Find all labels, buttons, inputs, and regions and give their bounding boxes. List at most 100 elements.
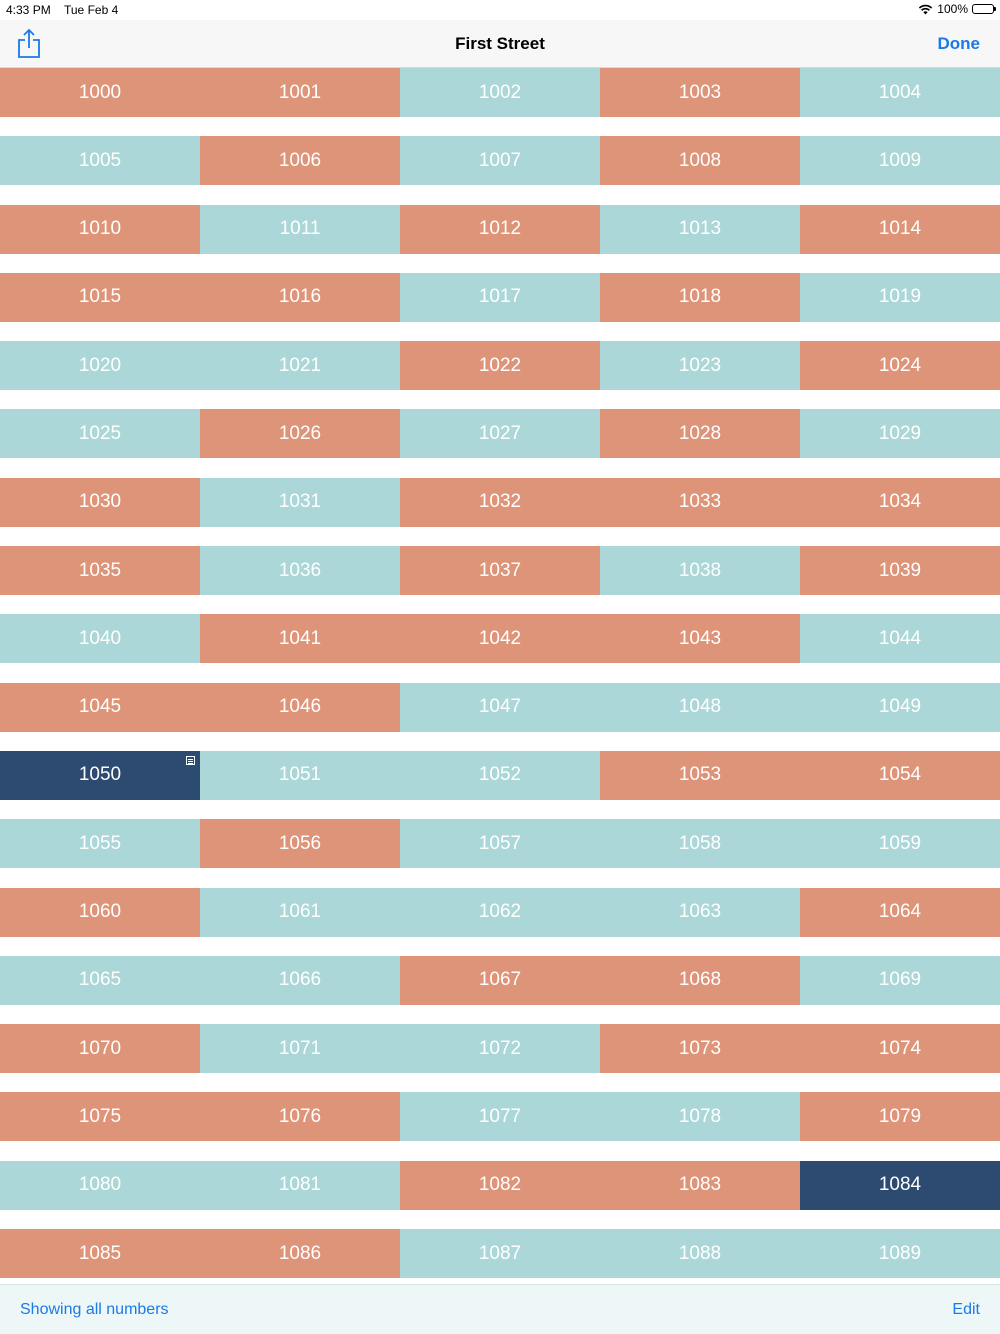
house-number-cell[interactable]: 1049 bbox=[800, 682, 1000, 732]
house-number-cell[interactable]: 1086 bbox=[200, 1229, 400, 1279]
house-number-cell[interactable]: 1071 bbox=[200, 1024, 400, 1074]
house-number-cell[interactable]: 1029 bbox=[800, 409, 1000, 459]
house-number-cell[interactable]: 1077 bbox=[400, 1092, 600, 1142]
status-right: 100% bbox=[918, 2, 996, 16]
house-number-cell[interactable]: 1055 bbox=[0, 819, 200, 869]
house-number-cell[interactable]: 1074 bbox=[800, 1024, 1000, 1074]
house-number-cell[interactable]: 1017 bbox=[400, 272, 600, 322]
house-number-cell[interactable]: 1033 bbox=[600, 477, 800, 527]
house-number-cell[interactable]: 1035 bbox=[0, 546, 200, 596]
house-number-cell[interactable]: 1073 bbox=[600, 1024, 800, 1074]
house-number-cell[interactable]: 1064 bbox=[800, 887, 1000, 937]
house-number-cell[interactable]: 1013 bbox=[600, 204, 800, 254]
house-number-cell[interactable]: 1039 bbox=[800, 546, 1000, 596]
house-number-cell[interactable]: 1012 bbox=[400, 204, 600, 254]
share-icon[interactable] bbox=[16, 28, 42, 60]
house-number-cell[interactable]: 1059 bbox=[800, 819, 1000, 869]
house-number-cell[interactable]: 1072 bbox=[400, 1024, 600, 1074]
house-number-cell[interactable]: 1087 bbox=[400, 1229, 600, 1279]
house-number-cell[interactable]: 1056 bbox=[200, 819, 400, 869]
house-number-cell[interactable]: 1079 bbox=[800, 1092, 1000, 1142]
house-number-cell[interactable]: 1047 bbox=[400, 682, 600, 732]
house-number-label: 1034 bbox=[878, 491, 922, 513]
grid-row: 1025 1026 1027 1028 1029 bbox=[0, 409, 1000, 459]
house-number-cell[interactable]: 1085 bbox=[0, 1229, 200, 1279]
house-number-cell[interactable]: 1069 bbox=[800, 955, 1000, 1005]
house-number-cell[interactable]: 1000 bbox=[0, 68, 200, 117]
house-number-cell[interactable]: 1082 bbox=[400, 1160, 600, 1210]
house-number-label: 1001 bbox=[278, 81, 322, 103]
house-number-cell[interactable]: 1050 bbox=[0, 750, 200, 800]
house-number-cell[interactable]: 1009 bbox=[800, 136, 1000, 186]
house-number-cell[interactable]: 1080 bbox=[0, 1160, 200, 1210]
house-number-cell[interactable]: 1084 bbox=[800, 1160, 1000, 1210]
house-number-cell[interactable]: 1003 bbox=[600, 68, 800, 117]
house-number-cell[interactable]: 1015 bbox=[0, 272, 200, 322]
house-number-cell[interactable]: 1038 bbox=[600, 546, 800, 596]
house-number-cell[interactable]: 1083 bbox=[600, 1160, 800, 1210]
house-number-cell[interactable]: 1007 bbox=[400, 136, 600, 186]
house-number-cell[interactable]: 1005 bbox=[0, 136, 200, 186]
house-number-cell[interactable]: 1060 bbox=[0, 887, 200, 937]
house-number-cell[interactable]: 1023 bbox=[600, 341, 800, 391]
house-number-cell[interactable]: 1010 bbox=[0, 204, 200, 254]
house-number-cell[interactable]: 1041 bbox=[200, 614, 400, 664]
house-number-cell[interactable]: 1001 bbox=[200, 68, 400, 117]
house-number-cell[interactable]: 1075 bbox=[0, 1092, 200, 1142]
house-number-cell[interactable]: 1025 bbox=[0, 409, 200, 459]
house-number-cell[interactable]: 1063 bbox=[600, 887, 800, 937]
edit-button[interactable]: Edit bbox=[952, 1301, 980, 1318]
house-number-cell[interactable]: 1020 bbox=[0, 341, 200, 391]
house-number-cell[interactable]: 1026 bbox=[200, 409, 400, 459]
house-number-cell[interactable]: 1053 bbox=[600, 750, 800, 800]
house-number-cell[interactable]: 1014 bbox=[800, 204, 1000, 254]
house-number-cell[interactable]: 1065 bbox=[0, 955, 200, 1005]
house-number-cell[interactable]: 1034 bbox=[800, 477, 1000, 527]
house-number-cell[interactable]: 1019 bbox=[800, 272, 1000, 322]
house-number-cell[interactable]: 1018 bbox=[600, 272, 800, 322]
house-number-cell[interactable]: 1028 bbox=[600, 409, 800, 459]
house-number-cell[interactable]: 1040 bbox=[0, 614, 200, 664]
house-number-cell[interactable]: 1076 bbox=[200, 1092, 400, 1142]
house-number-cell[interactable]: 1081 bbox=[200, 1160, 400, 1210]
house-number-cell[interactable]: 1011 bbox=[200, 204, 400, 254]
house-number-cell[interactable]: 1031 bbox=[200, 477, 400, 527]
house-number-cell[interactable]: 1066 bbox=[200, 955, 400, 1005]
house-number-cell[interactable]: 1036 bbox=[200, 546, 400, 596]
house-number-cell[interactable]: 1046 bbox=[200, 682, 400, 732]
house-number-cell[interactable]: 1002 bbox=[400, 68, 600, 117]
house-number-cell[interactable]: 1068 bbox=[600, 955, 800, 1005]
house-number-cell[interactable]: 1088 bbox=[600, 1229, 800, 1279]
house-number-cell[interactable]: 1006 bbox=[200, 136, 400, 186]
house-number-cell[interactable]: 1032 bbox=[400, 477, 600, 527]
house-number-cell[interactable]: 1016 bbox=[200, 272, 400, 322]
house-number-cell[interactable]: 1061 bbox=[200, 887, 400, 937]
house-number-cell[interactable]: 1048 bbox=[600, 682, 800, 732]
house-number-cell[interactable]: 1057 bbox=[400, 819, 600, 869]
filter-button[interactable]: Showing all numbers bbox=[20, 1301, 169, 1318]
house-number-cell[interactable]: 1044 bbox=[800, 614, 1000, 664]
house-number-label: 1015 bbox=[78, 286, 122, 308]
house-number-cell[interactable]: 1022 bbox=[400, 341, 600, 391]
house-number-cell[interactable]: 1043 bbox=[600, 614, 800, 664]
house-number-cell[interactable]: 1024 bbox=[800, 341, 1000, 391]
house-number-cell[interactable]: 1052 bbox=[400, 750, 600, 800]
house-number-cell[interactable]: 1089 bbox=[800, 1229, 1000, 1279]
house-number-cell[interactable]: 1067 bbox=[400, 955, 600, 1005]
house-number-cell[interactable]: 1004 bbox=[800, 68, 1000, 117]
house-number-cell[interactable]: 1062 bbox=[400, 887, 600, 937]
house-number-cell[interactable]: 1042 bbox=[400, 614, 600, 664]
house-number-cell[interactable]: 1008 bbox=[600, 136, 800, 186]
house-number-cell[interactable]: 1030 bbox=[0, 477, 200, 527]
house-number-cell[interactable]: 1054 bbox=[800, 750, 1000, 800]
house-number-cell[interactable]: 1070 bbox=[0, 1024, 200, 1074]
house-number-label: 1017 bbox=[478, 286, 522, 308]
house-number-cell[interactable]: 1051 bbox=[200, 750, 400, 800]
house-number-cell[interactable]: 1021 bbox=[200, 341, 400, 391]
house-number-cell[interactable]: 1037 bbox=[400, 546, 600, 596]
house-number-cell[interactable]: 1045 bbox=[0, 682, 200, 732]
done-button[interactable]: Done bbox=[937, 34, 981, 53]
house-number-cell[interactable]: 1078 bbox=[600, 1092, 800, 1142]
house-number-cell[interactable]: 1027 bbox=[400, 409, 600, 459]
house-number-cell[interactable]: 1058 bbox=[600, 819, 800, 869]
